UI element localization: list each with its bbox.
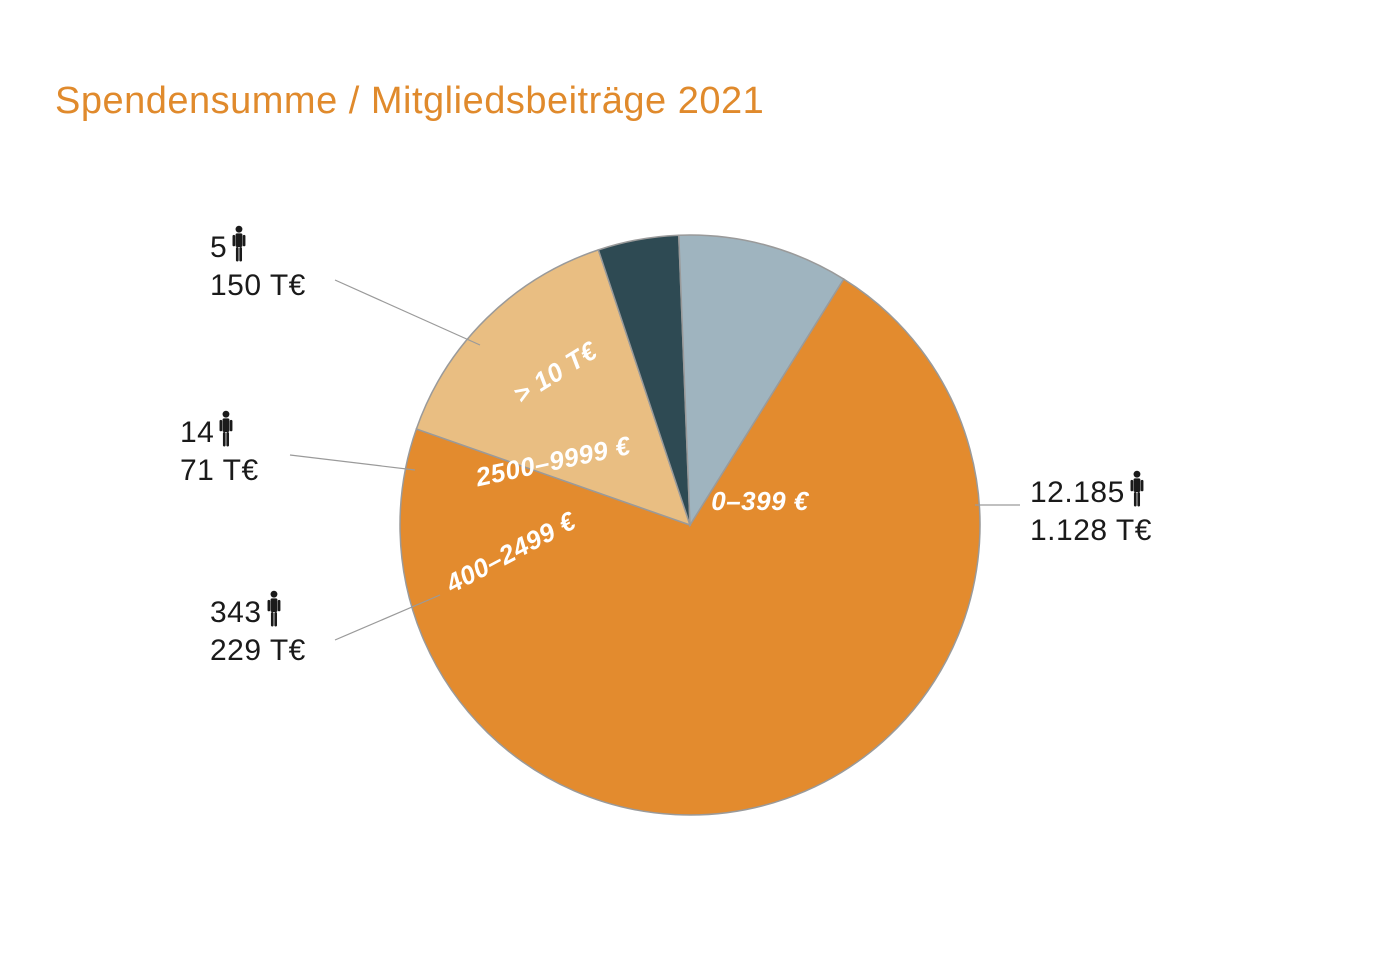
ext-amount-s1: 229 T€ (210, 632, 306, 670)
ext-amount-s0: 1.128 T€ (1030, 512, 1152, 550)
leader-line-s3 (335, 280, 480, 345)
person-icon (227, 231, 247, 264)
ext-label-s0: 12.185 1.128 T€ (1030, 470, 1152, 549)
ext-label-s3: 5 150 T€ (210, 225, 306, 304)
ext-count-s1: 343 (210, 594, 262, 632)
ext-count-s2: 14 (180, 414, 214, 452)
ext-count-s3: 5 (210, 229, 227, 267)
ext-label-s1: 343 229 T€ (210, 590, 306, 669)
slice-label-s0: 0–399 € (711, 486, 810, 516)
person-icon (214, 416, 234, 449)
person-icon (1125, 476, 1145, 509)
ext-amount-s3: 150 T€ (210, 267, 306, 305)
person-icon (262, 596, 282, 629)
leader-line-s2 (290, 455, 415, 470)
ext-count-s0: 12.185 (1030, 474, 1125, 512)
ext-label-s2: 14 71 T€ (180, 410, 259, 489)
ext-amount-s2: 71 T€ (180, 452, 259, 490)
